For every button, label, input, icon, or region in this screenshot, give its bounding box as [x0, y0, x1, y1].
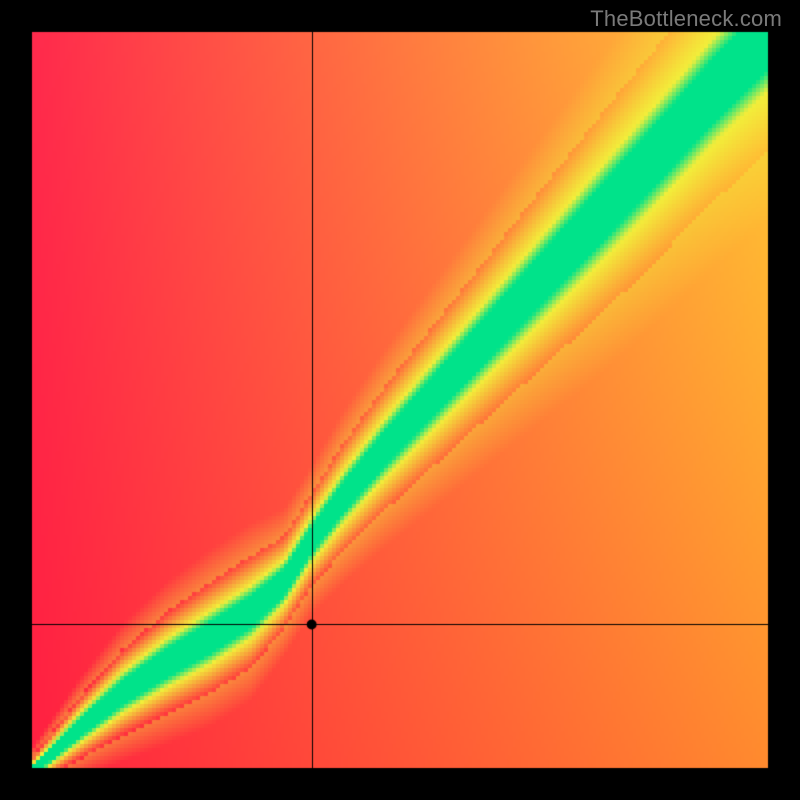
watermark-text: TheBottleneck.com	[590, 6, 782, 32]
bottleneck-heatmap	[0, 0, 800, 800]
chart-container: TheBottleneck.com	[0, 0, 800, 800]
